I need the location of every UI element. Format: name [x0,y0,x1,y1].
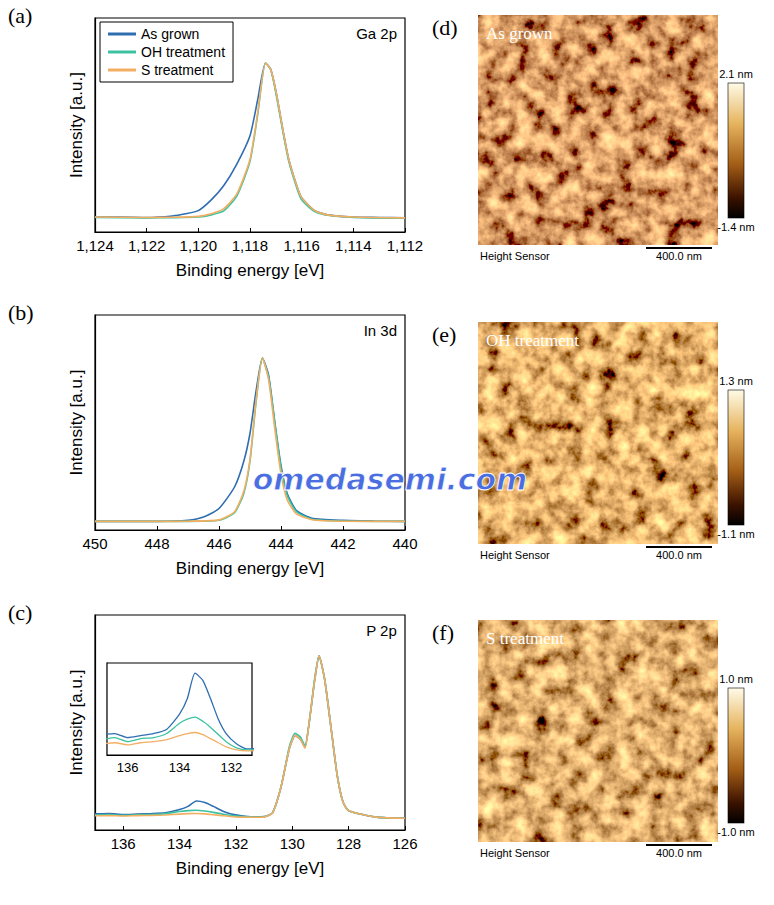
svg-text:442: 442 [330,535,355,552]
svg-text:446: 446 [206,535,231,552]
svg-text:As grown: As grown [486,24,553,43]
svg-text:1,114: 1,114 [335,237,371,254]
svg-text:1,118: 1,118 [232,237,268,254]
svg-text:1,124: 1,124 [76,237,114,254]
svg-text:Intensity [a.u.]: Intensity [a.u.] [67,370,86,476]
svg-text:Binding energy [eV]: Binding energy [eV] [176,261,324,280]
svg-text:Intensity [a.u.]: Intensity [a.u.] [67,670,86,776]
svg-text:130: 130 [280,835,305,852]
svg-text:omedasemi.com: omedasemi.com [253,462,528,497]
svg-text:(c): (c) [8,600,32,625]
svg-text:134: 134 [167,835,192,852]
svg-text:OH treatment: OH treatment [486,331,579,350]
svg-text:As grown: As grown [141,26,199,42]
svg-text:400.0 nm: 400.0 nm [656,847,702,859]
svg-text:136: 136 [111,835,136,852]
svg-text:1.0 nm: 1.0 nm [719,673,753,685]
svg-text:448: 448 [144,535,169,552]
svg-text:Binding energy [eV]: Binding energy [eV] [176,559,324,578]
svg-text:450: 450 [82,535,107,552]
svg-text:400.0 nm: 400.0 nm [656,250,702,262]
svg-text:(d): (d) [432,15,458,40]
svg-text:1,120: 1,120 [180,237,218,254]
svg-text:1.3 nm: 1.3 nm [719,375,753,387]
svg-text:-1.1 nm: -1.1 nm [717,528,754,540]
svg-text:132: 132 [223,835,248,852]
svg-text:Ga 2p: Ga 2p [356,25,397,42]
svg-text:Height Sensor: Height Sensor [480,847,550,859]
svg-text:1,112: 1,112 [387,237,423,254]
svg-text:Height Sensor: Height Sensor [480,250,550,262]
svg-text:Height Sensor: Height Sensor [480,549,550,561]
svg-text:OH treatment: OH treatment [141,44,225,60]
svg-text:(a): (a) [8,3,32,28]
svg-text:(e): (e) [432,322,456,347]
svg-text:2.1 nm: 2.1 nm [719,68,753,80]
svg-text:-1.0 nm: -1.0 nm [717,826,754,838]
svg-text:S treatment: S treatment [141,62,213,78]
svg-text:S treatment: S treatment [486,629,564,648]
svg-text:-1.4 nm: -1.4 nm [717,221,754,233]
svg-text:132: 132 [220,760,242,775]
svg-text:1,122: 1,122 [128,237,166,254]
svg-text:In 3d: In 3d [364,322,397,339]
svg-text:P 2p: P 2p [366,622,397,639]
svg-text:134: 134 [169,760,191,775]
svg-text:128: 128 [336,835,361,852]
svg-text:Binding energy [eV]: Binding energy [eV] [176,859,324,878]
svg-text:440: 440 [392,535,417,552]
svg-text:(b): (b) [8,300,34,325]
svg-text:Intensity [a.u.]: Intensity [a.u.] [67,72,86,178]
svg-text:444: 444 [268,535,293,552]
svg-text:(f): (f) [432,620,454,645]
svg-text:126: 126 [392,835,417,852]
svg-text:1,116: 1,116 [283,237,319,254]
svg-text:400.0 nm: 400.0 nm [656,549,702,561]
svg-text:136: 136 [117,760,139,775]
